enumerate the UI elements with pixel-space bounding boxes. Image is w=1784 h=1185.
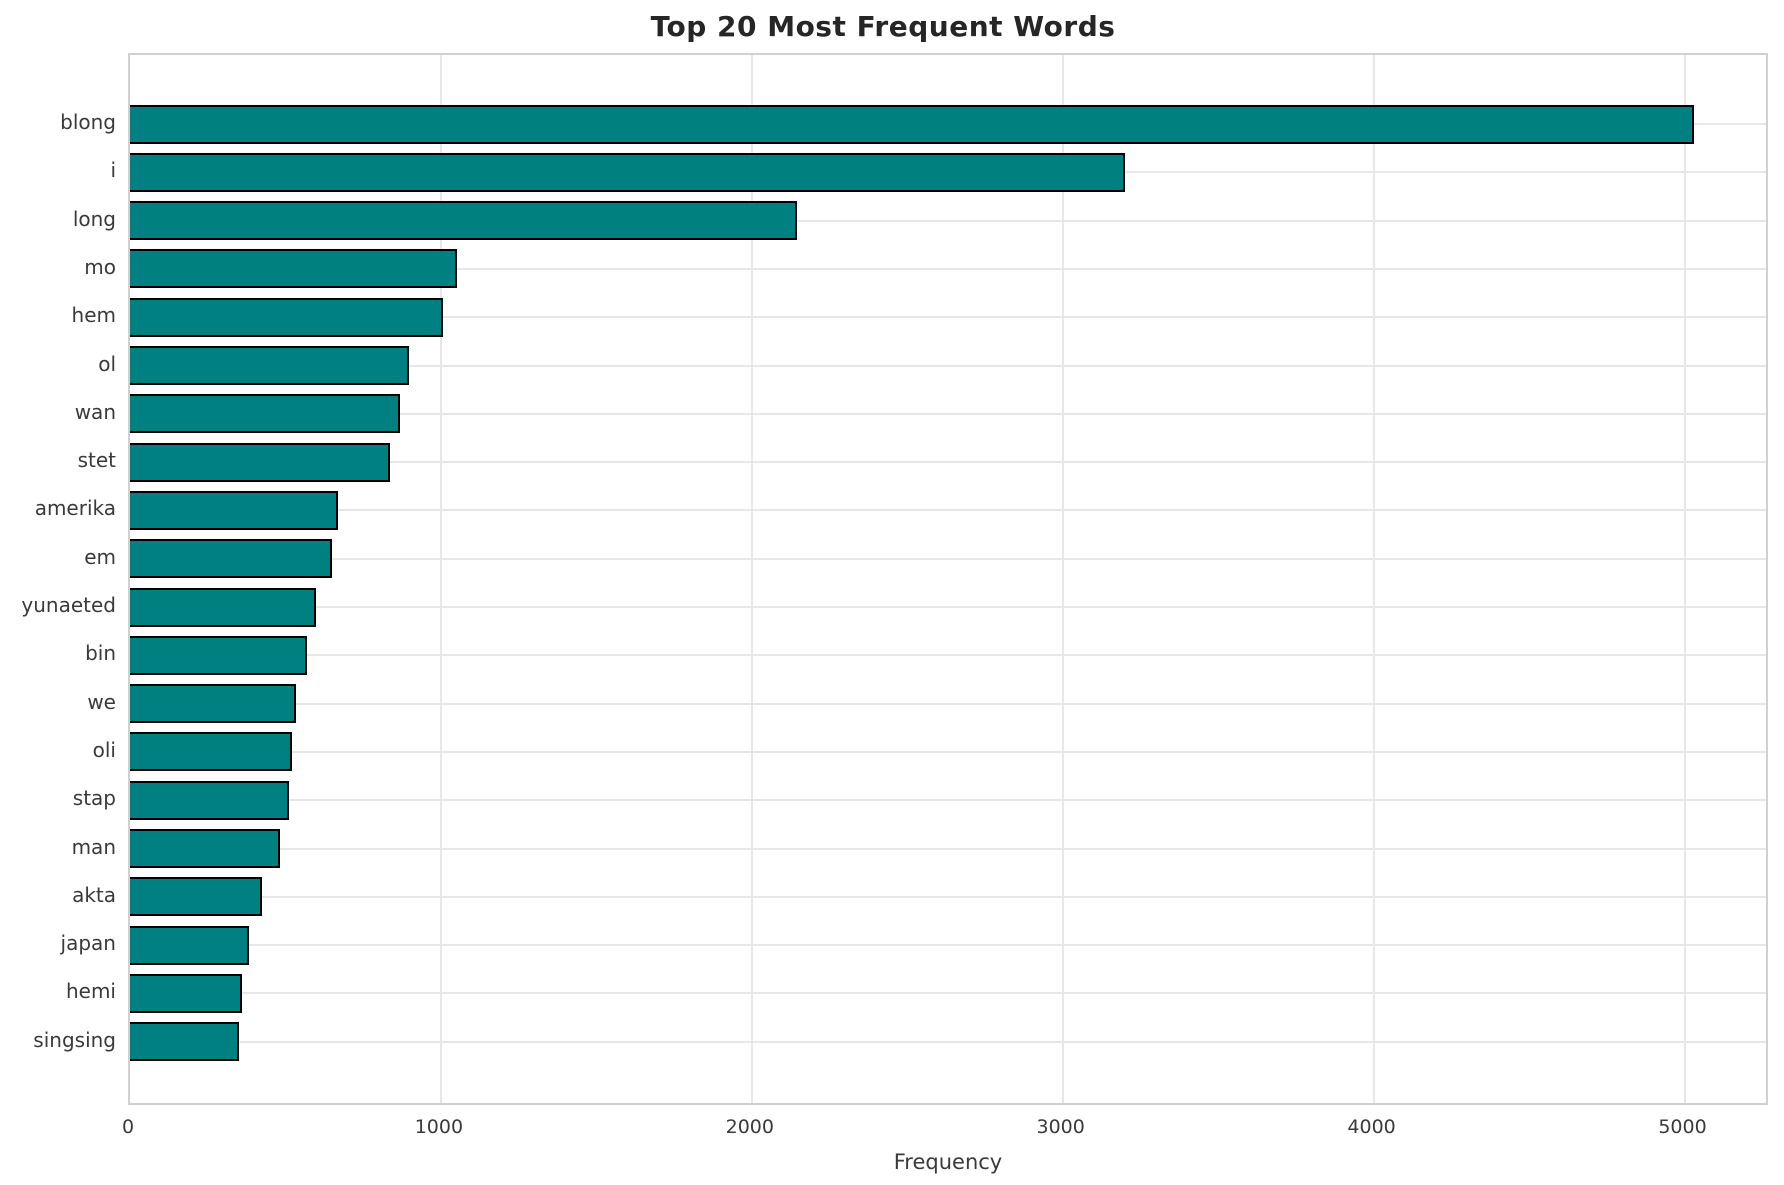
y-tick-label-wan: wan [74, 399, 116, 424]
y-tick-label-we: we [87, 689, 116, 714]
y-tick-label-akta: akta [72, 882, 116, 907]
bar-amerika [130, 490, 338, 530]
y-gridline-akta [130, 895, 1766, 898]
bar-blong [130, 104, 1694, 144]
y-tick-label-long: long [72, 206, 116, 231]
y-gridline-stet [130, 461, 1766, 464]
y-gridline-we [130, 702, 1766, 705]
x-tick-label-5000: 5000 [1658, 1116, 1707, 1138]
y-tick-label-blong: blong [60, 110, 116, 134]
y-tick-label-em: em [84, 544, 116, 569]
chart-title: Top 20 Most Frequent Words [650, 10, 1116, 43]
bar-i [130, 152, 1125, 192]
y-gridline-singsing [130, 1040, 1766, 1043]
x-gridline-5000 [1683, 55, 1686, 1103]
y-tick-label-mo: mo [84, 254, 116, 279]
bar-long [130, 201, 797, 241]
y-tick-label-stet: stet [77, 448, 116, 473]
x-gridline-2000 [750, 55, 753, 1103]
y-gridline-mo [130, 267, 1766, 270]
y-gridline-amerika [130, 509, 1766, 512]
plot-area [128, 53, 1768, 1105]
y-gridline-man [130, 847, 1766, 850]
y-tick-label-bin: bin [85, 641, 116, 666]
y-tick-label-stap: stap [72, 786, 116, 811]
bar-yunaeted [130, 587, 316, 627]
x-tick-label-0: 0 [121, 1116, 135, 1138]
x-gridline-1000 [439, 55, 442, 1103]
y-gridline-bin [130, 654, 1766, 657]
x-axis-label: Frequency [893, 1150, 1003, 1174]
y-gridline-oli [130, 750, 1766, 753]
y-gridline-stap [130, 799, 1766, 802]
bar-ol [130, 346, 409, 385]
y-gridline-long [130, 219, 1766, 222]
y-tick-label-ol: ol [98, 351, 116, 376]
y-tick-label-hemi: hemi [65, 979, 116, 1004]
y-tick-label-oli: oli [92, 737, 116, 762]
y-gridline-wan [130, 412, 1766, 415]
y-tick-label-yunaeted: yunaeted [21, 593, 116, 617]
y-tick-label-amerika: amerika [34, 496, 116, 521]
x-gridline-3000 [1061, 55, 1064, 1103]
y-tick-label-man: man [71, 834, 116, 859]
bar-akta [130, 877, 262, 917]
bar-em [130, 539, 333, 579]
bar-stap [130, 780, 289, 820]
bar-man [130, 829, 281, 868]
bar-oli [130, 732, 292, 772]
y-tick-label-hem: hem [71, 303, 116, 328]
bar-japan [130, 925, 250, 965]
bar-mo [130, 249, 458, 289]
y-gridline-em [130, 557, 1766, 560]
y-gridline-ol [130, 364, 1766, 367]
bar-singsing [130, 1022, 240, 1062]
x-gridline-4000 [1372, 55, 1375, 1103]
bar-wan [130, 394, 401, 434]
y-tick-label-japan: japan [60, 931, 116, 956]
bar-stet [130, 442, 391, 482]
bar-bin [130, 635, 307, 675]
x-tick-label-2000: 2000 [725, 1116, 774, 1138]
y-tick-label-i: i [110, 158, 116, 183]
y-gridline-japan [130, 944, 1766, 947]
bar-hem [130, 297, 444, 337]
y-gridline-hemi [130, 992, 1766, 995]
y-gridline-hem [130, 316, 1766, 319]
bar-we [130, 684, 297, 724]
x-tick-label-4000: 4000 [1347, 1116, 1396, 1138]
y-tick-label-singsing: singsing [33, 1027, 116, 1052]
x-tick-label-3000: 3000 [1036, 1116, 1085, 1138]
bar-hemi [130, 973, 242, 1013]
x-tick-label-1000: 1000 [414, 1116, 464, 1138]
y-gridline-yunaeted [130, 606, 1766, 608]
